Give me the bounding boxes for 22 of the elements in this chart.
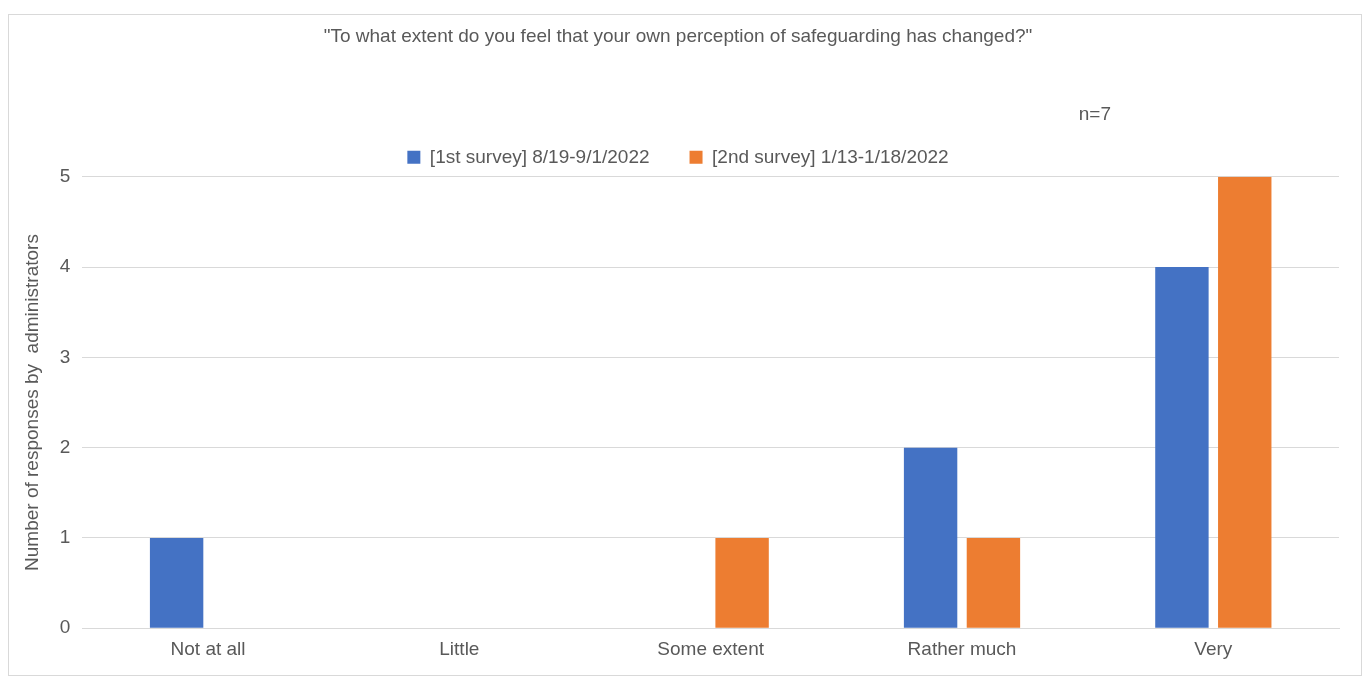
y-tick-label: 2 — [59, 435, 71, 457]
legend-label: [2nd survey] 1/13-1/18/2022 — [712, 145, 949, 167]
y-tick-label: 4 — [59, 255, 71, 277]
x-tick-label: Little — [439, 637, 480, 659]
bar — [966, 537, 1021, 628]
bar — [903, 447, 958, 628]
y-tick-label: 5 — [59, 165, 71, 187]
x-tick-label: Not at all — [170, 637, 246, 659]
bar — [715, 537, 769, 628]
x-tick-label: Some extent — [657, 637, 765, 659]
y-tick-label: 3 — [59, 345, 71, 367]
x-tick-label: Rather much — [907, 637, 1017, 659]
bar — [149, 537, 204, 628]
y-axis-title: Number of responses by administrators — [20, 234, 42, 571]
bar — [1155, 267, 1209, 628]
text: n=7 — [1078, 103, 1111, 125]
bar — [1218, 176, 1272, 628]
y-tick-label: 0 — [59, 616, 71, 638]
x-tick-label: Very — [1194, 637, 1233, 659]
legend-label: [1st survey] 8/19-9/1/2022 — [429, 145, 650, 167]
chart-title: "To what extent do you feel that your own perception of safeguarding has changed?" — [323, 24, 1033, 46]
y-tick-label: 1 — [59, 526, 71, 548]
